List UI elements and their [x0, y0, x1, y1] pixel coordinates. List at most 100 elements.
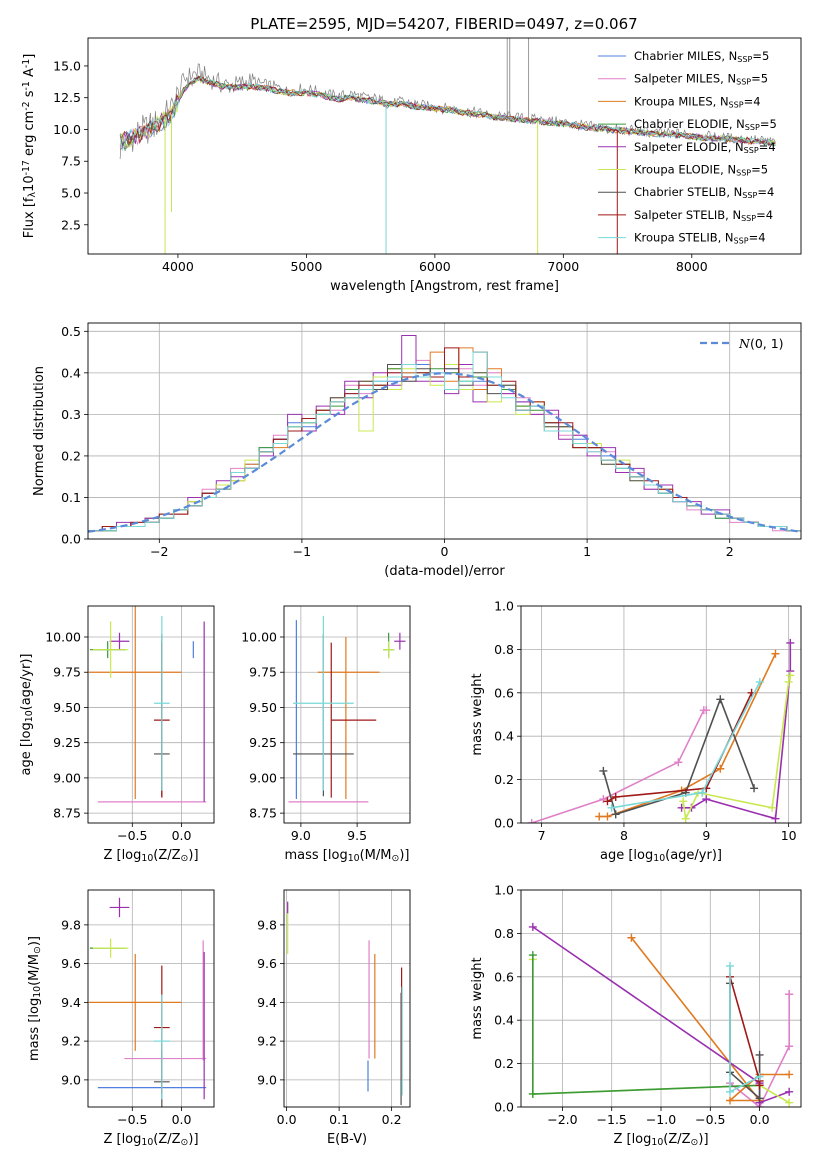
axes-age_vs_mass: 9.0 9.5 8.75 9.00 9.25 9.50 9.75 10.00 mass [log… [241, 605, 411, 864]
y-axis-label: mass weight [470, 957, 485, 1039]
x-tick-label: −0.5 [117, 828, 147, 843]
y-tick-label: 0.2 [494, 1056, 514, 1071]
y-tick-label: 1.0 [494, 599, 514, 614]
legend-label: Chabrier ELODIE, NSSP=5 [634, 117, 777, 132]
weight-point [785, 1098, 794, 1107]
legend-label: Chabrier MILES, NSSP=5 [634, 49, 769, 64]
model-spectrum-kroupa_stelib [119, 76, 776, 152]
y-axis-label: mass [log10(M/M⊙)] [27, 936, 43, 1061]
plot-area [88, 335, 801, 539]
x-tick-label: 0 [441, 544, 449, 559]
axes-mass_vs_ebv: 0.0 0.1 0.2 9.0 9.2 9.4 9.6 9.8 E(B-V) [257, 889, 411, 1147]
x-tick-label: 7 [538, 828, 546, 843]
plot-area [119, 38, 776, 254]
axes-weight_vs_age: 7 8 9 10 0.0 0.2 0.4 0.6 0.8 1.0 age [log10(age/yr… [470, 599, 802, 864]
weight-point [603, 797, 612, 806]
axes-frame [87, 889, 215, 1108]
weight-point [784, 677, 793, 686]
x-axis-label: Z [log10(Z/Z⊙)] [613, 1132, 708, 1148]
x-axis-label: mass [log10(M/M⊙)] [285, 848, 410, 864]
y-tick-label: 9.75 [249, 665, 277, 680]
y-tick-label: 9.75 [53, 665, 81, 680]
y-tick-label: 0.0 [494, 1100, 514, 1115]
weight-point [698, 788, 707, 797]
x-tick-label: 0.2 [382, 1112, 402, 1127]
plot-area [288, 615, 406, 803]
x-tick-label: −1.5 [597, 1112, 627, 1127]
x-tick-label: 0.0 [277, 1112, 297, 1127]
y-tick-label: 0.5 [61, 324, 81, 339]
legend-label: Salpeter ELODIE, NSSP=4 [634, 140, 776, 155]
weight-point [750, 784, 759, 793]
y-tick-label: 0.6 [494, 685, 514, 700]
weight-point [786, 638, 795, 647]
y-tick-label: 9.0 [257, 1072, 277, 1087]
plot-area [88, 606, 207, 803]
x-tick-label: −0.5 [695, 1112, 725, 1127]
axes-frame [87, 605, 215, 824]
legend-label: N(0, 1) [738, 336, 784, 351]
weight-point [755, 1081, 764, 1090]
weight-point [528, 951, 537, 960]
x-tick-label: 0.0 [172, 1112, 192, 1127]
x-tick-label: 4000 [162, 259, 194, 274]
y-tick-label: 9.4 [257, 995, 277, 1010]
weight-point [611, 792, 620, 801]
axes-frame [87, 322, 802, 540]
axes-spectrum: 4000 5000 6000 7000 8000 2.5 5.0 7.5 10.0 12.5 15.… [21, 37, 802, 294]
weight-line-chabrier_elodie [532, 955, 760, 1095]
y-tick-label: 9.0 [61, 1072, 81, 1087]
x-tick-label: 9.0 [291, 828, 311, 843]
axes-frame [87, 37, 802, 255]
y-tick-label: 9.50 [53, 700, 81, 715]
plot-area [528, 922, 794, 1107]
y-tick-label: 1.0 [494, 883, 514, 898]
x-tick-label: 0.0 [750, 1112, 770, 1127]
x-tick-label: 9 [702, 828, 710, 843]
x-tick-label: 8000 [676, 259, 708, 274]
x-tick-label: −2 [150, 544, 168, 559]
weight-point [528, 1089, 537, 1098]
axes-age_vs_Z: −0.5 0.0 8.75 9.00 9.25 9.50 9.75 10.00 Z [log10… [19, 605, 215, 864]
weight-point [679, 797, 688, 806]
weight-point [702, 795, 711, 804]
weight-point [611, 810, 620, 819]
x-axis-label: (data-model)/error [384, 564, 505, 579]
y-tick-label: 0.4 [494, 729, 514, 744]
y-tick-label: 9.2 [61, 1034, 81, 1049]
legend-label: Salpeter MILES, NSSP=5 [634, 72, 768, 87]
y-tick-label: 0.8 [494, 926, 514, 941]
y-tick-label: 9.25 [53, 735, 81, 750]
x-tick-label: 5000 [290, 259, 322, 274]
x-tick-label: 10 [781, 828, 797, 843]
x-tick-label: −0.5 [117, 1112, 147, 1127]
weight-point [603, 812, 612, 821]
y-tick-label: 9.00 [53, 770, 81, 785]
x-tick-label: 8 [620, 828, 628, 843]
x-tick-label: 9.5 [347, 828, 367, 843]
weight-point [527, 819, 536, 823]
y-tick-label: 7.5 [61, 154, 81, 169]
x-axis-label: age [log10(age/yr)] [600, 848, 722, 864]
y-tick-label: 9.25 [249, 735, 277, 750]
y-tick-label: 0.4 [61, 365, 81, 380]
y-tick-label: 8.75 [249, 806, 277, 821]
plot-area [527, 638, 795, 823]
y-axis-label: age [log10(age/yr)] [19, 654, 35, 776]
weight-point [726, 1096, 735, 1105]
y-tick-label: 9.4 [61, 995, 81, 1010]
y-tick-label: 9.8 [257, 917, 277, 932]
y-tick-label: 12.5 [53, 90, 81, 105]
y-tick-label: 9.8 [61, 917, 81, 932]
axes-residuals: −2 −1 0 1 2 0.0 0.1 0.2 0.3 0.4 0.5 (data-model)/er… [32, 322, 802, 579]
axes-frame [283, 889, 411, 1108]
x-tick-label: 0.1 [329, 1112, 349, 1127]
y-tick-label: 5.0 [61, 186, 81, 201]
weight-point [607, 803, 616, 812]
y-tick-label: 10.0 [53, 122, 81, 137]
weight-point [681, 814, 690, 823]
y-tick-label: 9.50 [249, 700, 277, 715]
weight-point [595, 812, 604, 821]
weight-point [755, 1050, 764, 1059]
y-tick-label: 0.0 [61, 532, 81, 547]
